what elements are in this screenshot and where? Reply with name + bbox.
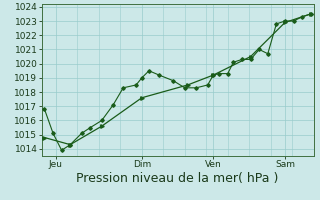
X-axis label: Pression niveau de la mer( hPa ): Pression niveau de la mer( hPa ) (76, 172, 279, 185)
